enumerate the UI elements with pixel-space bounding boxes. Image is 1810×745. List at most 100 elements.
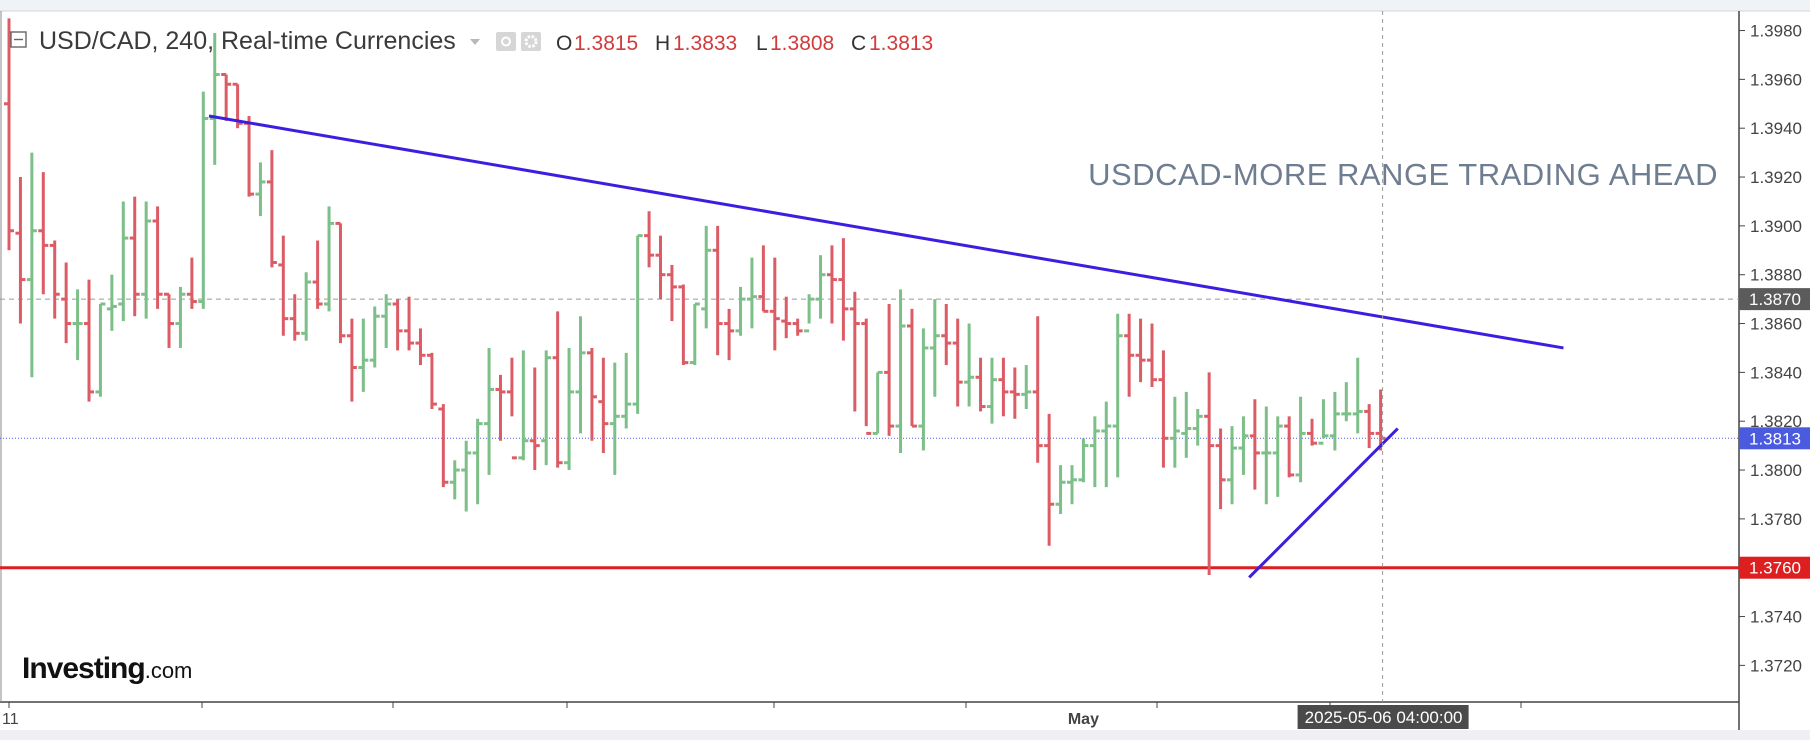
eye-icon-box [496,32,516,51]
ohlc-bar [689,302,700,366]
ohlc-bar [358,318,369,392]
gear-icon[interactable] [521,32,541,51]
ohlc-bar [975,357,986,412]
ohlc-bar [701,225,712,329]
ohlc-bar [72,289,83,361]
ohlc-bar [609,362,620,475]
ohlc-bar [426,352,437,409]
ohlc-bar [1147,323,1157,388]
ohlc-bar [712,225,723,356]
price-tick-label: 1.3800 [1750,461,1802,480]
ohlc-bar [838,238,849,341]
ohlc-bar [381,294,392,348]
ohlc-bar [895,289,906,453]
ohlc-bar [324,206,335,312]
ohlc-bar [61,262,72,344]
ohlc-bar [164,292,175,348]
chart-title[interactable]: USD/CAD, 240, Real-time Currencies [39,27,456,55]
price-tick-label: 1.3980 [1750,22,1802,41]
ohlc-bar [118,201,129,322]
ohlc-bar [872,370,883,435]
ohlc-bar [1352,357,1363,434]
price-tag-label: 1.3870 [1749,290,1801,309]
ohlc-bar [198,91,209,309]
ohlc-bar [404,296,415,351]
ohlc-close-value: 1.3813 [869,32,933,55]
price-tags: 1.3870 1.3813 1.3760 [1739,288,1810,579]
trendlines[interactable] [208,114,1564,579]
ohlc-bar [769,257,780,351]
ohlc-bar [792,318,803,336]
ohlc-bar [541,350,552,466]
collapse-legend-icon[interactable] [10,31,27,48]
ohlc-bar [849,291,860,412]
price-tick-label: 1.3880 [1750,266,1802,285]
ohlc-open-key: O [556,32,572,55]
time-axis[interactable]: 11 May [2,702,1522,728]
crosshair-time-tag: 2025-05-06 04:00:00 [1297,705,1469,729]
ohlc-bar [1329,391,1340,451]
ohlc-bar [941,304,952,366]
ohlc-bar [1101,401,1112,488]
ohlc-bar [598,357,609,453]
gear-icon-box [521,32,541,51]
ohlc-bar [1215,428,1226,510]
ohlc-bar [175,286,186,348]
legend[interactable]: USD/CAD, 240, Real-time Currencies O 1.3… [10,27,933,55]
price-tick-label: 1.3840 [1750,363,1802,382]
ohlc-bar [495,374,506,441]
ohlc-bar [918,328,929,451]
ohlc-bar [449,460,460,500]
price-tick-label: 1.3960 [1750,70,1802,89]
ohlc-bar [26,152,37,378]
ohlc-high-key: H [655,32,670,55]
ohlc-bar [392,299,403,351]
chart-annotation[interactable]: USDCAD-MORE RANGE TRADING AHEAD [1088,157,1718,192]
logo-wordmark: Investing.com [22,652,192,685]
ohlc-bar [209,32,220,165]
price-levels [0,298,1739,570]
ohlc-bar [266,150,277,268]
ohlc-bar [221,72,232,121]
eye-icon-pupil [501,36,511,47]
gear-icon-hub [524,35,538,48]
crosshair-time-tag-bg [1297,705,1469,729]
ohlc-bar [621,352,632,429]
chevron-down-icon[interactable] [470,39,480,45]
ohlc-bar [575,316,586,434]
time-tick-label: 11 [2,711,19,728]
ohlc-bar [335,221,346,344]
ohlc-bar [804,294,815,333]
ohlc-bar [1158,350,1169,468]
ohlc-bar [929,299,940,397]
ohlc-bar [884,304,895,436]
ohlc-bar [438,404,449,488]
ohlc-bar [4,18,14,251]
bottom-toolbar-strip [0,730,1810,740]
ohlc-bar [586,347,597,441]
ohlc-bar [186,257,197,309]
ohlc-bar [95,302,106,397]
ohlc-bar [1055,465,1066,514]
ohlc-bar [861,318,872,435]
ohlc-bar [1009,367,1020,419]
ohlc-low-key: L [756,32,768,55]
ohlc-bar [1249,399,1260,490]
ohlc-bar [1112,313,1123,478]
investing-logo: Investing.com [22,652,192,685]
ohlc-open-value: 1.3815 [574,32,638,55]
ohlc-bar [1272,416,1283,497]
ohlc-low-value: 1.3808 [770,32,834,55]
ohlc-bar [415,328,426,366]
price-tick-label: 1.3720 [1750,656,1802,675]
price-tag-label: 1.3813 [1749,429,1801,448]
ohlc-bar [529,367,540,471]
price-tick-label: 1.3940 [1750,119,1802,138]
ohlc-bar [244,115,255,197]
ohlc-bar [141,201,152,319]
eye-icon[interactable] [496,32,516,51]
ohlc-bar [278,235,289,336]
ohlc-bar [644,211,655,268]
